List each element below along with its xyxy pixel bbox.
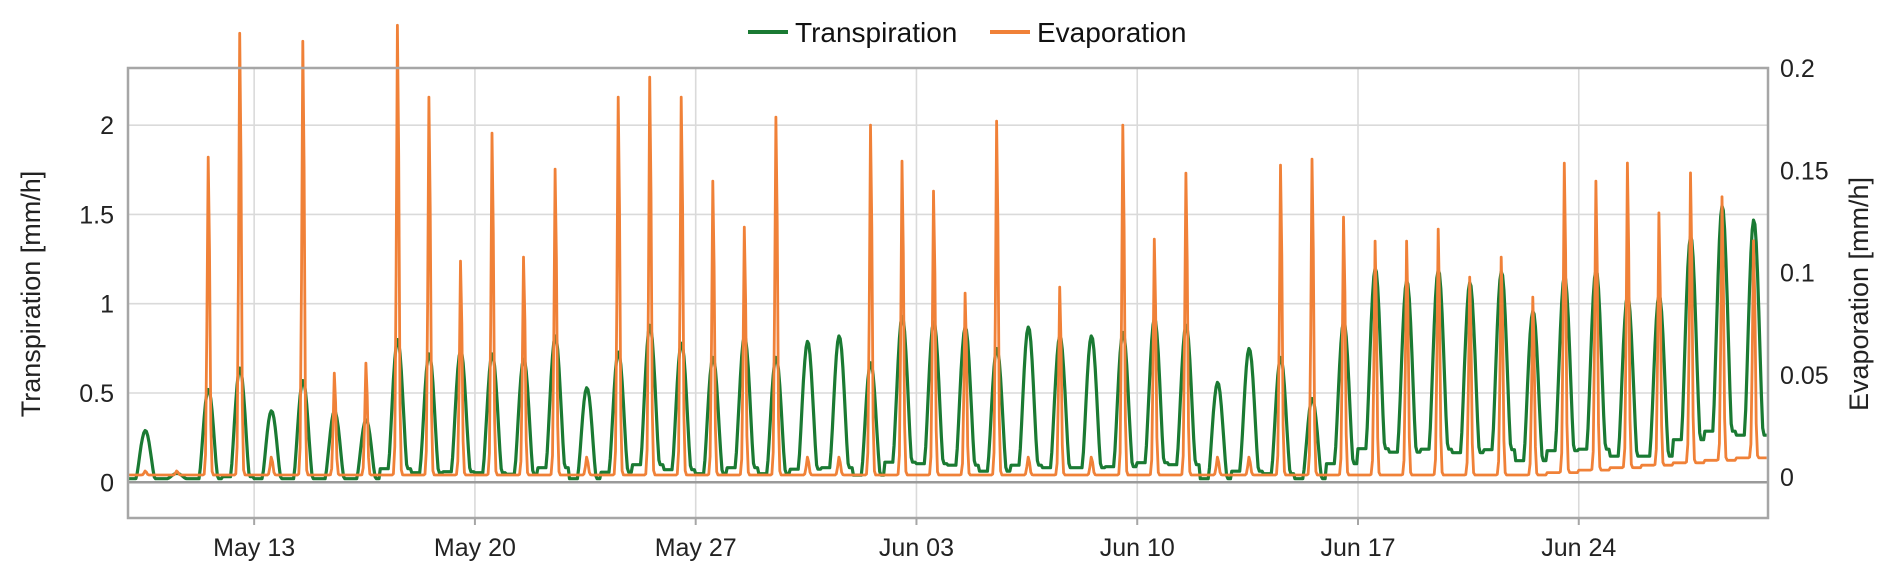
left-tick-label: 0	[100, 469, 114, 497]
right-tick-label: 0	[1780, 464, 1794, 492]
x-tick-label: May 20	[434, 534, 516, 562]
left-tick-label: 1	[100, 291, 114, 319]
left-tick-label: 2	[100, 112, 114, 140]
series-line-transpiration	[127, 204, 1767, 481]
x-tick-label: May 27	[655, 534, 737, 562]
left-tick-label: 0.5	[79, 380, 114, 408]
right-tick-label: 0.05	[1780, 362, 1829, 390]
series-line-evaporation	[127, 23, 1767, 477]
legend: Transpiration Evaporation	[748, 17, 1186, 48]
x-tick-label: Jun 03	[879, 534, 954, 562]
legend-label-evaporation: Evaporation	[1037, 17, 1186, 48]
right-tick-label: 0.1	[1780, 260, 1815, 288]
x-axis-ticks: May 13 May 20 May 27 Jun 03 Jun 10 Jun 17 Jun …	[213, 518, 1616, 562]
plot-frame	[126, 66, 1770, 520]
right-tick-label: 0.15	[1780, 157, 1829, 185]
right-tick-label: 0.2	[1780, 55, 1815, 83]
x-tick-label: Jun 24	[1541, 534, 1616, 562]
x-tick-label: Jun 10	[1100, 534, 1175, 562]
right-axis-title: Evaporation [mm/h]	[1844, 177, 1874, 411]
x-tick-label: May 13	[213, 534, 295, 562]
legend-label-transpiration: Transpiration	[795, 17, 957, 48]
gridlines	[128, 68, 1768, 518]
series-layer	[127, 23, 1767, 481]
left-axis-title: Transpiration [mm/h]	[16, 171, 46, 418]
left-tick-label: 1.5	[79, 201, 114, 229]
right-axis-ticks: 0 0.05 0.1 0.15 0.2	[1780, 55, 1829, 492]
left-axis-ticks: 0 0.5 1 1.5 2	[79, 112, 114, 497]
x-tick-label: Jun 17	[1320, 534, 1395, 562]
